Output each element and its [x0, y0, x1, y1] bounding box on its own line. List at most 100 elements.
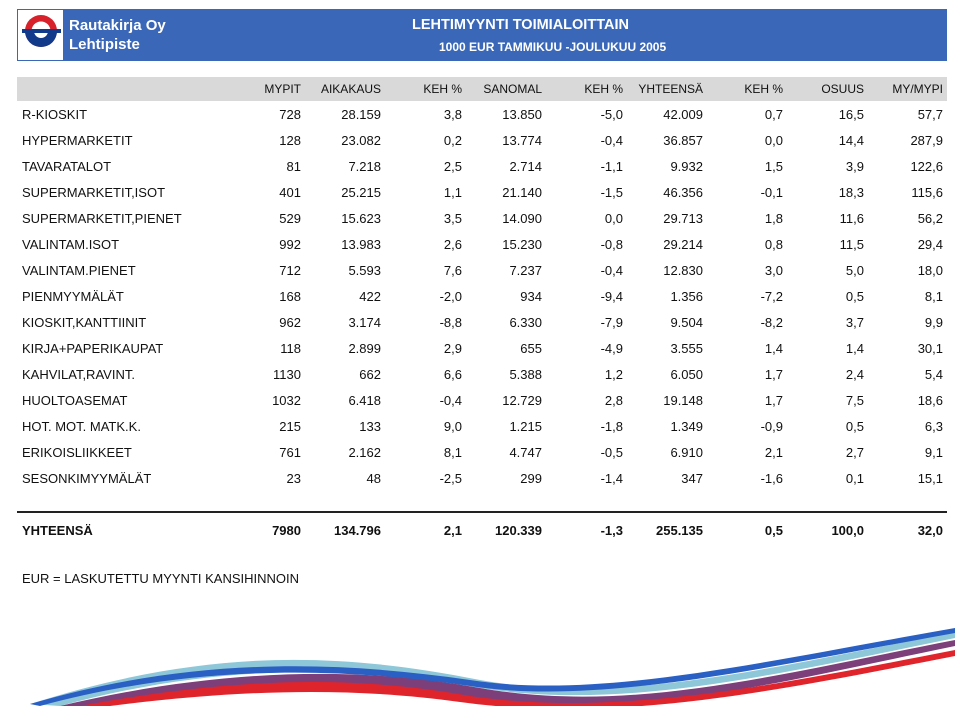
table-cell: 1,2	[604, 367, 623, 382]
table-cell: 2,6	[443, 237, 462, 252]
table-row: R-KIOSKIT 728 28.159 3,8 13.850 -5,0 42.009 0,7…	[17, 103, 947, 129]
table-cell: 2,4	[845, 367, 864, 382]
table-cell: 9,9	[924, 315, 943, 330]
table-cell: 56,2	[917, 211, 943, 226]
table-cell: 9.932	[670, 159, 703, 174]
table-cell: 14,4	[838, 133, 864, 148]
table-cell: 133	[359, 419, 381, 434]
table-cell: -7,9	[600, 315, 623, 330]
table-cell: 122,6	[910, 159, 943, 174]
column-header: OSUUS	[821, 82, 864, 96]
table-cell: 712	[279, 263, 301, 278]
table-cell: 115,6	[911, 185, 943, 200]
row-label: SUPERMARKETIT,PIENET	[22, 211, 182, 226]
table-cell: 9.504	[670, 315, 703, 330]
table-cell: -1,5	[600, 185, 623, 200]
column-header: KEH %	[744, 82, 783, 96]
table-cell: 1,1	[443, 185, 462, 200]
table-cell: 11,5	[839, 237, 864, 252]
total-label: YHTEENSÄ	[22, 523, 93, 538]
table-cell: -1,6	[760, 471, 783, 486]
table-cell: -4,9	[600, 341, 623, 356]
table-cell: 287,9	[910, 133, 943, 148]
total-cell: 100,0	[831, 523, 864, 538]
table-cell: 2.899	[348, 341, 381, 356]
table-cell: 18,0	[917, 263, 943, 278]
table-cell: 15.623	[341, 211, 381, 226]
table-cell: 7,5	[845, 393, 864, 408]
table-cell: 7.218	[348, 159, 381, 174]
row-label: ERIKOISLIIKKEET	[22, 445, 132, 460]
table-cell: 12.830	[663, 263, 703, 278]
table-cell: 6.330	[509, 315, 542, 330]
table-header-row: MYPIT AIKAKAUS KEH % SANOMAL KEH % YHTEE…	[17, 77, 947, 101]
table-cell: 0,2	[443, 133, 462, 148]
table-cell: 3,5	[443, 211, 462, 226]
table-row: KIOSKIT,KANTTIINIT 962 3.174 -8,8 6.330 -7,9 9…	[17, 311, 947, 337]
logo-mark-icon	[22, 15, 61, 47]
table-cell: 6.910	[670, 445, 703, 460]
company-name: Rautakirja Oy Lehtipiste	[69, 16, 166, 54]
table-cell: -9,4	[600, 289, 623, 304]
table-cell: -0,4	[439, 393, 462, 408]
table-cell: 12.729	[502, 393, 542, 408]
column-header: KEH %	[423, 82, 462, 96]
company-line-1: Rautakirja Oy	[69, 17, 166, 34]
table-cell: 13.983	[341, 237, 381, 252]
total-cell: 2,1	[443, 523, 462, 538]
table-cell: 7,6	[443, 263, 462, 278]
table-cell: 529	[279, 211, 301, 226]
table-cell: -0,8	[600, 237, 623, 252]
table-cell: -0,5	[600, 445, 623, 460]
table-cell: 5,4	[924, 367, 943, 382]
column-header: MYPIT	[264, 82, 301, 96]
table-cell: 0,0	[604, 211, 623, 226]
table-cell: 728	[279, 107, 301, 122]
table-cell: 215	[279, 419, 301, 434]
table-cell: 8,1	[443, 445, 462, 460]
row-label: SUPERMARKETIT,ISOT	[22, 185, 166, 200]
total-cell: 32,0	[917, 523, 943, 538]
table-cell: 81	[286, 159, 301, 174]
table-cell: 0,5	[845, 289, 864, 304]
table-cell: 6,3	[924, 419, 943, 434]
total-cell: 7980	[272, 523, 301, 538]
row-label: PIENMYYMÄLÄT	[22, 289, 124, 304]
total-cell: 120.339	[495, 523, 542, 538]
table-cell: 23.082	[341, 133, 381, 148]
table-cell: 934	[520, 289, 542, 304]
table-cell: 1,4	[764, 341, 783, 356]
table-cell: 5,0	[845, 263, 864, 278]
table-row: SESONKIMYYMÄLÄT 23 48 -2,5 299 -1,4 347 -1,6 0,1…	[17, 467, 947, 493]
table-cell: 2,9	[443, 341, 462, 356]
table-cell: 21.140	[502, 185, 542, 200]
table-cell: 128	[279, 133, 301, 148]
table-cell: -0,4	[600, 263, 623, 278]
total-cell: -1,3	[600, 523, 623, 538]
row-label: HYPERMARKETIT	[22, 133, 133, 148]
table-cell: 9,1	[924, 445, 943, 460]
table-cell: 1,4	[845, 341, 864, 356]
table-row: HYPERMARKETIT 128 23.082 0,2 13.774 -0,4 36.85…	[17, 129, 947, 155]
column-header: MY/MYPI	[892, 82, 943, 96]
table-cell: 30,1	[917, 341, 943, 356]
table-cell: -2,5	[439, 471, 462, 486]
table-cell: 5.388	[509, 367, 542, 382]
table-cell: 992	[279, 237, 301, 252]
table-cell: 18,6	[917, 393, 943, 408]
table-cell: 25.215	[341, 185, 381, 200]
table-cell: 11,6	[839, 211, 864, 226]
table-cell: 347	[681, 471, 703, 486]
report-subtitle: 1000 EUR TAMMIKUU -JOULUKUU 2005	[439, 40, 667, 54]
table-cell: 13.850	[502, 107, 542, 122]
table-cell: 28.159	[341, 107, 381, 122]
table-row: VALINTAM.ISOT 992 13.983 2,6 15.230 -0,8 29.21…	[17, 233, 947, 259]
column-header: AIKAKAUS	[320, 82, 381, 96]
table-row: PIENMYYMÄLÄT 168 422 -2,0 934 -9,4 1.356 -7,2 0,…	[17, 285, 947, 311]
row-label: SESONKIMYYMÄLÄT	[22, 471, 152, 486]
table-cell: 18,3	[838, 185, 864, 200]
company-line-2: Lehtipiste	[69, 36, 140, 53]
column-header: KEH %	[584, 82, 623, 96]
table-row: SUPERMARKETIT,ISOT 401 25.215 1,1 21.140 -1,5…	[17, 181, 947, 207]
row-label: VALINTAM.ISOT	[22, 237, 120, 252]
